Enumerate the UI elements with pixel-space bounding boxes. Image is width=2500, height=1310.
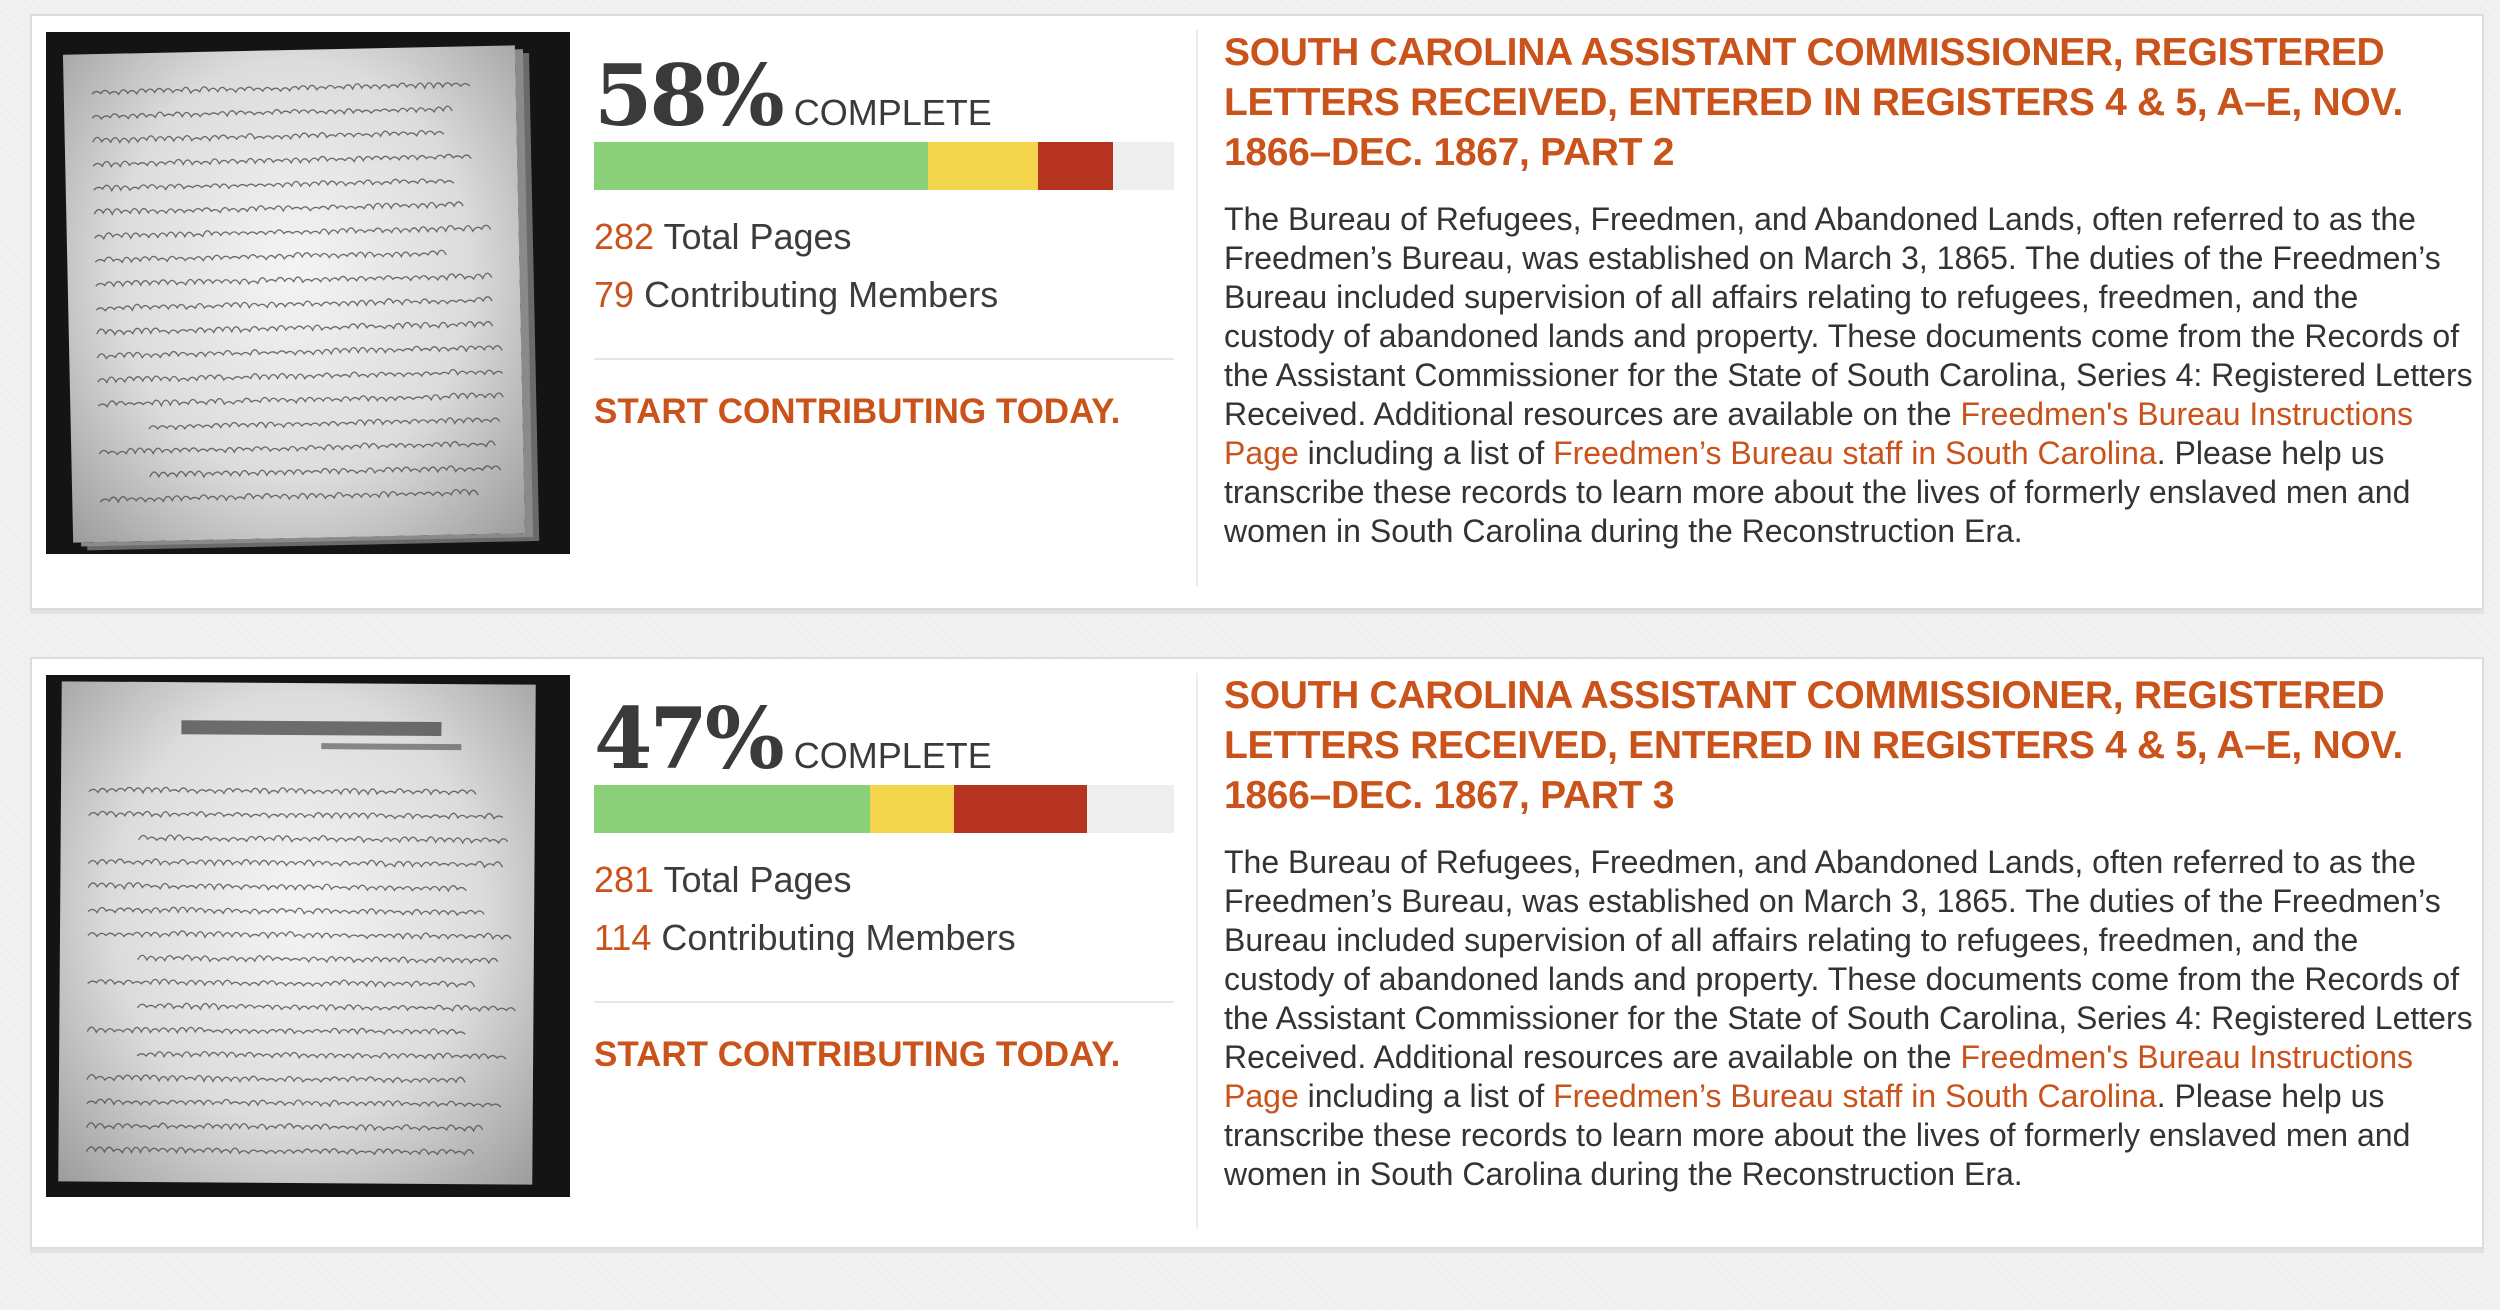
project-details: SOUTH CAROLINA ASSISTANT COMMISSIONER, R… bbox=[1224, 671, 2474, 1194]
contributing-members: 79 Contributing Members bbox=[594, 274, 998, 316]
members-count: 114 bbox=[594, 917, 652, 958]
progress-segment-review bbox=[927, 142, 1038, 190]
bureau-staff-link[interactable]: Freedmen’s Bureau staff in South Carolin… bbox=[1553, 1078, 2157, 1114]
handwriting-lines bbox=[85, 720, 516, 1156]
percent-complete: 58% bbox=[594, 46, 785, 145]
description-text: . Please help us transcribe these record… bbox=[1224, 1078, 2411, 1192]
members-label: Contributing Members bbox=[644, 274, 999, 315]
divider bbox=[594, 358, 1174, 360]
percent-complete: 47% bbox=[594, 689, 785, 788]
description-text: . Please help us transcribe these record… bbox=[1224, 435, 2411, 549]
progress-bar bbox=[594, 142, 1174, 190]
description-text: including a list of bbox=[1298, 1078, 1554, 1114]
completion-header: 47% COMPLETE bbox=[594, 689, 992, 788]
total-pages-count: 282 bbox=[594, 216, 655, 257]
column-divider bbox=[1196, 673, 1198, 1229]
progress-segment-edit bbox=[1037, 142, 1114, 190]
members-label: Contributing Members bbox=[661, 917, 1016, 958]
project-description: The Bureau of Refugees, Freedmen, and Ab… bbox=[1224, 843, 2474, 1194]
project-title-link[interactable]: SOUTH CAROLINA ASSISTANT COMMISSIONER, R… bbox=[1224, 31, 2404, 174]
project-description: The Bureau of Refugees, Freedmen, and Ab… bbox=[1224, 200, 2474, 551]
progress-segment-review bbox=[869, 785, 954, 833]
project-card: 58% COMPLETE 282 Total Pages 79 Contribut… bbox=[30, 14, 2484, 610]
handwritten-letter-image bbox=[58, 681, 536, 1185]
description-text: including a list of bbox=[1298, 435, 1554, 471]
document-thumbnail[interactable] bbox=[46, 32, 570, 554]
handwriting-lines bbox=[91, 82, 504, 504]
start-contributing-link[interactable]: START CONTRIBUTING TODAY. bbox=[594, 392, 1121, 431]
progress-segment-complete bbox=[594, 142, 928, 190]
complete-label: COMPLETE bbox=[793, 92, 992, 133]
instructions-page-link[interactable]: Freedmen's Bureau Instructions Page bbox=[1224, 1039, 2413, 1114]
members-count: 79 bbox=[594, 274, 635, 315]
project-details: SOUTH CAROLINA ASSISTANT COMMISSIONER, R… bbox=[1224, 28, 2474, 551]
contributing-members: 114 Contributing Members bbox=[594, 917, 1016, 959]
total-pages-label: Total Pages bbox=[663, 859, 852, 900]
progress-segment-complete bbox=[594, 785, 870, 833]
document-thumbnail[interactable] bbox=[46, 675, 570, 1197]
bureau-staff-link[interactable]: Freedmen’s Bureau staff in South Carolin… bbox=[1553, 435, 2157, 471]
project-card: 47% COMPLETE 281 Total Pages 114 Contribu… bbox=[30, 657, 2484, 1249]
column-divider bbox=[1196, 30, 1198, 586]
total-pages-count: 281 bbox=[594, 859, 655, 900]
total-pages: 282 Total Pages bbox=[594, 216, 852, 258]
completion-header: 58% COMPLETE bbox=[594, 46, 992, 145]
handwritten-letter-image bbox=[62, 45, 526, 543]
divider bbox=[594, 1001, 1174, 1003]
progress-segment-edit bbox=[953, 785, 1087, 833]
progress-bar bbox=[594, 785, 1174, 833]
description-text: The Bureau of Refugees, Freedmen, and Ab… bbox=[1224, 844, 2473, 1075]
project-title-link[interactable]: SOUTH CAROLINA ASSISTANT COMMISSIONER, R… bbox=[1224, 674, 2404, 817]
complete-label: COMPLETE bbox=[793, 735, 992, 776]
instructions-page-link[interactable]: Freedmen's Bureau Instructions Page bbox=[1224, 396, 2413, 471]
start-contributing-link[interactable]: START CONTRIBUTING TODAY. bbox=[594, 1035, 1121, 1074]
total-pages-label: Total Pages bbox=[663, 216, 852, 257]
description-text: The Bureau of Refugees, Freedmen, and Ab… bbox=[1224, 201, 2473, 432]
total-pages: 281 Total Pages bbox=[594, 859, 852, 901]
